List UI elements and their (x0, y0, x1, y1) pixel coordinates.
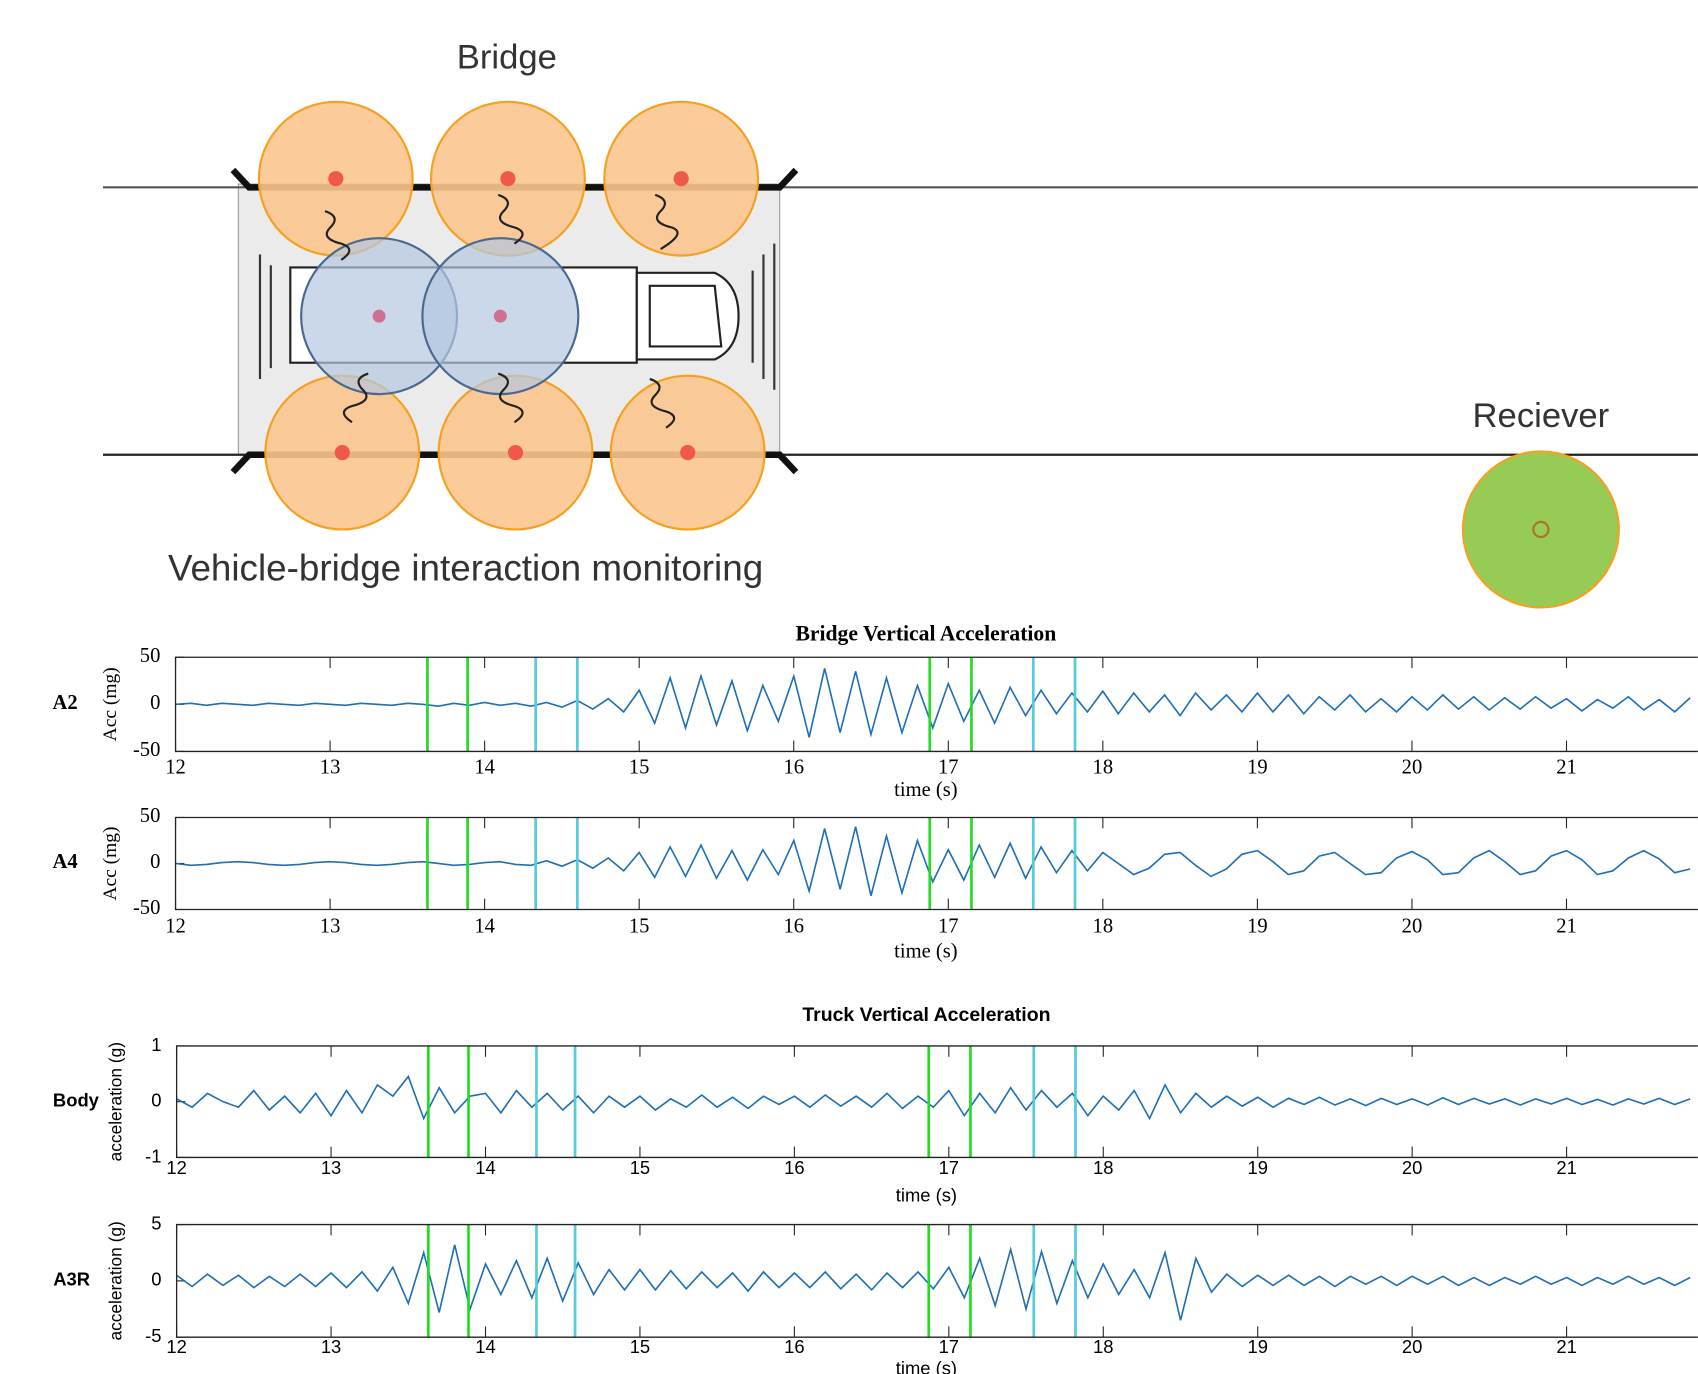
y-tick-label: 50 (140, 805, 161, 827)
chart: A4 Acc (mg) time (s) 12 13 14 15 16 17 18 19 20 21 -5… (53, 805, 1698, 962)
page: {"diagram": {"bridge_label": "Bridge", "… (0, 0, 1698, 1374)
sensor (508, 445, 523, 460)
charts: Bridge Vertical Acceleration A2 Acc (mg) ti… (53, 622, 1698, 1374)
vehicle-sensor (494, 310, 507, 323)
chart-title: Truck Vertical Acceleration (802, 1004, 1050, 1026)
x-tick-label: 15 (629, 756, 650, 778)
x-tick-label: 15 (630, 1336, 650, 1357)
x-tick-label: 14 (475, 1157, 495, 1178)
sensor (335, 445, 350, 460)
x-axis-label: time (s) (896, 1358, 957, 1374)
axes-box (177, 1046, 1698, 1158)
x-tick-label: 17 (939, 1157, 959, 1178)
y-tick-label: -50 (133, 897, 160, 919)
x-tick-label: 20 (1402, 1157, 1422, 1178)
chart: A3R acceleration (g) time (s) 12 13 14 15 16 17 1… (53, 1212, 1698, 1374)
x-tick-label: 18 (1093, 1336, 1113, 1357)
y-tick-label: 0 (150, 851, 160, 873)
y-tick-label: 50 (140, 645, 161, 667)
x-tick-label: 16 (783, 756, 804, 778)
bridge-label: Bridge (457, 39, 557, 77)
figure: Bridge Reciever Vehicle-bridge interacti… (0, 0, 1698, 1374)
sensor (328, 171, 343, 186)
x-tick-label: 13 (320, 916, 341, 938)
row-label: A3R (53, 1269, 90, 1290)
x-tick-label: 12 (165, 916, 186, 938)
receiver (1463, 452, 1619, 608)
x-tick-label: 19 (1247, 1336, 1267, 1357)
chart: Bridge Vertical Acceleration A2 Acc (mg) ti… (53, 622, 1698, 802)
diagram: Bridge Reciever Vehicle-bridge interacti… (103, 39, 1698, 608)
x-tick-label: 12 (165, 756, 186, 778)
y-tick-label: -5 (145, 1325, 161, 1346)
x-tick-label: 17 (938, 916, 959, 938)
x-tick-label: 18 (1093, 1157, 1113, 1178)
x-tick-label: 12 (166, 1157, 186, 1178)
x-tick-label: 18 (1093, 916, 1114, 938)
signal-line (176, 827, 1691, 896)
row-label: Body (53, 1090, 100, 1111)
y-tick-label: -1 (145, 1145, 161, 1166)
x-axis-label: time (s) (894, 941, 957, 963)
y-tick-label: 5 (151, 1212, 161, 1233)
x-tick-label: 20 (1402, 756, 1423, 778)
truck-cab (637, 273, 739, 360)
y-tick-label: 1 (151, 1034, 161, 1055)
y-tick-label: 0 (151, 1090, 161, 1111)
signal-line (177, 1245, 1691, 1320)
sensor (500, 171, 515, 186)
sensor (674, 171, 689, 186)
x-axis-label: time (s) (894, 779, 957, 801)
y-axis-label: acceleration (g) (106, 1221, 126, 1340)
row-label: A4 (53, 851, 78, 873)
y-axis-label: Acc (mg) (100, 826, 121, 900)
caption: Vehicle-bridge interaction monitoring (168, 547, 763, 588)
x-tick-label: 14 (475, 1336, 495, 1357)
x-tick-label: 17 (938, 756, 959, 778)
x-tick-label: 19 (1247, 916, 1268, 938)
receiver-label: Reciever (1473, 397, 1610, 435)
vehicle-sensor (373, 310, 386, 323)
x-tick-label: 21 (1556, 916, 1577, 938)
y-tick-label: -50 (133, 739, 160, 761)
y-axis-label: Acc (mg) (100, 667, 121, 741)
y-tick-label: 0 (151, 1269, 161, 1290)
x-tick-label: 21 (1556, 1157, 1576, 1178)
sensor (680, 445, 695, 460)
x-tick-label: 13 (320, 756, 341, 778)
x-tick-label: 19 (1247, 756, 1268, 778)
x-tick-label: 15 (629, 916, 650, 938)
x-tick-label: 16 (783, 916, 804, 938)
row-label: A2 (53, 692, 78, 714)
x-tick-label: 18 (1093, 756, 1114, 778)
signal-line (176, 668, 1691, 737)
x-tick-label: 17 (939, 1336, 959, 1357)
x-tick-label: 21 (1556, 756, 1577, 778)
axes-box (177, 1225, 1698, 1338)
x-tick-label: 16 (784, 1157, 804, 1178)
x-tick-label: 20 (1402, 1336, 1422, 1357)
x-tick-label: 20 (1402, 916, 1423, 938)
x-tick-label: 14 (474, 756, 495, 778)
y-axis-label: acceleration (g) (106, 1042, 126, 1161)
signal-line (177, 1077, 1691, 1119)
x-tick-label: 15 (630, 1157, 650, 1178)
x-tick-label: 21 (1556, 1336, 1576, 1357)
chart: Truck Vertical Acceleration Body accelerat… (53, 1004, 1698, 1206)
chart-title: Bridge Vertical Acceleration (795, 622, 1056, 646)
x-tick-label: 14 (474, 916, 495, 938)
x-axis-label: time (s) (896, 1184, 957, 1205)
x-tick-label: 19 (1247, 1157, 1267, 1178)
x-tick-label: 13 (321, 1336, 341, 1357)
x-tick-label: 12 (166, 1336, 186, 1357)
x-tick-label: 13 (321, 1157, 341, 1178)
y-tick-label: 0 (150, 692, 160, 714)
x-tick-label: 16 (784, 1336, 804, 1357)
